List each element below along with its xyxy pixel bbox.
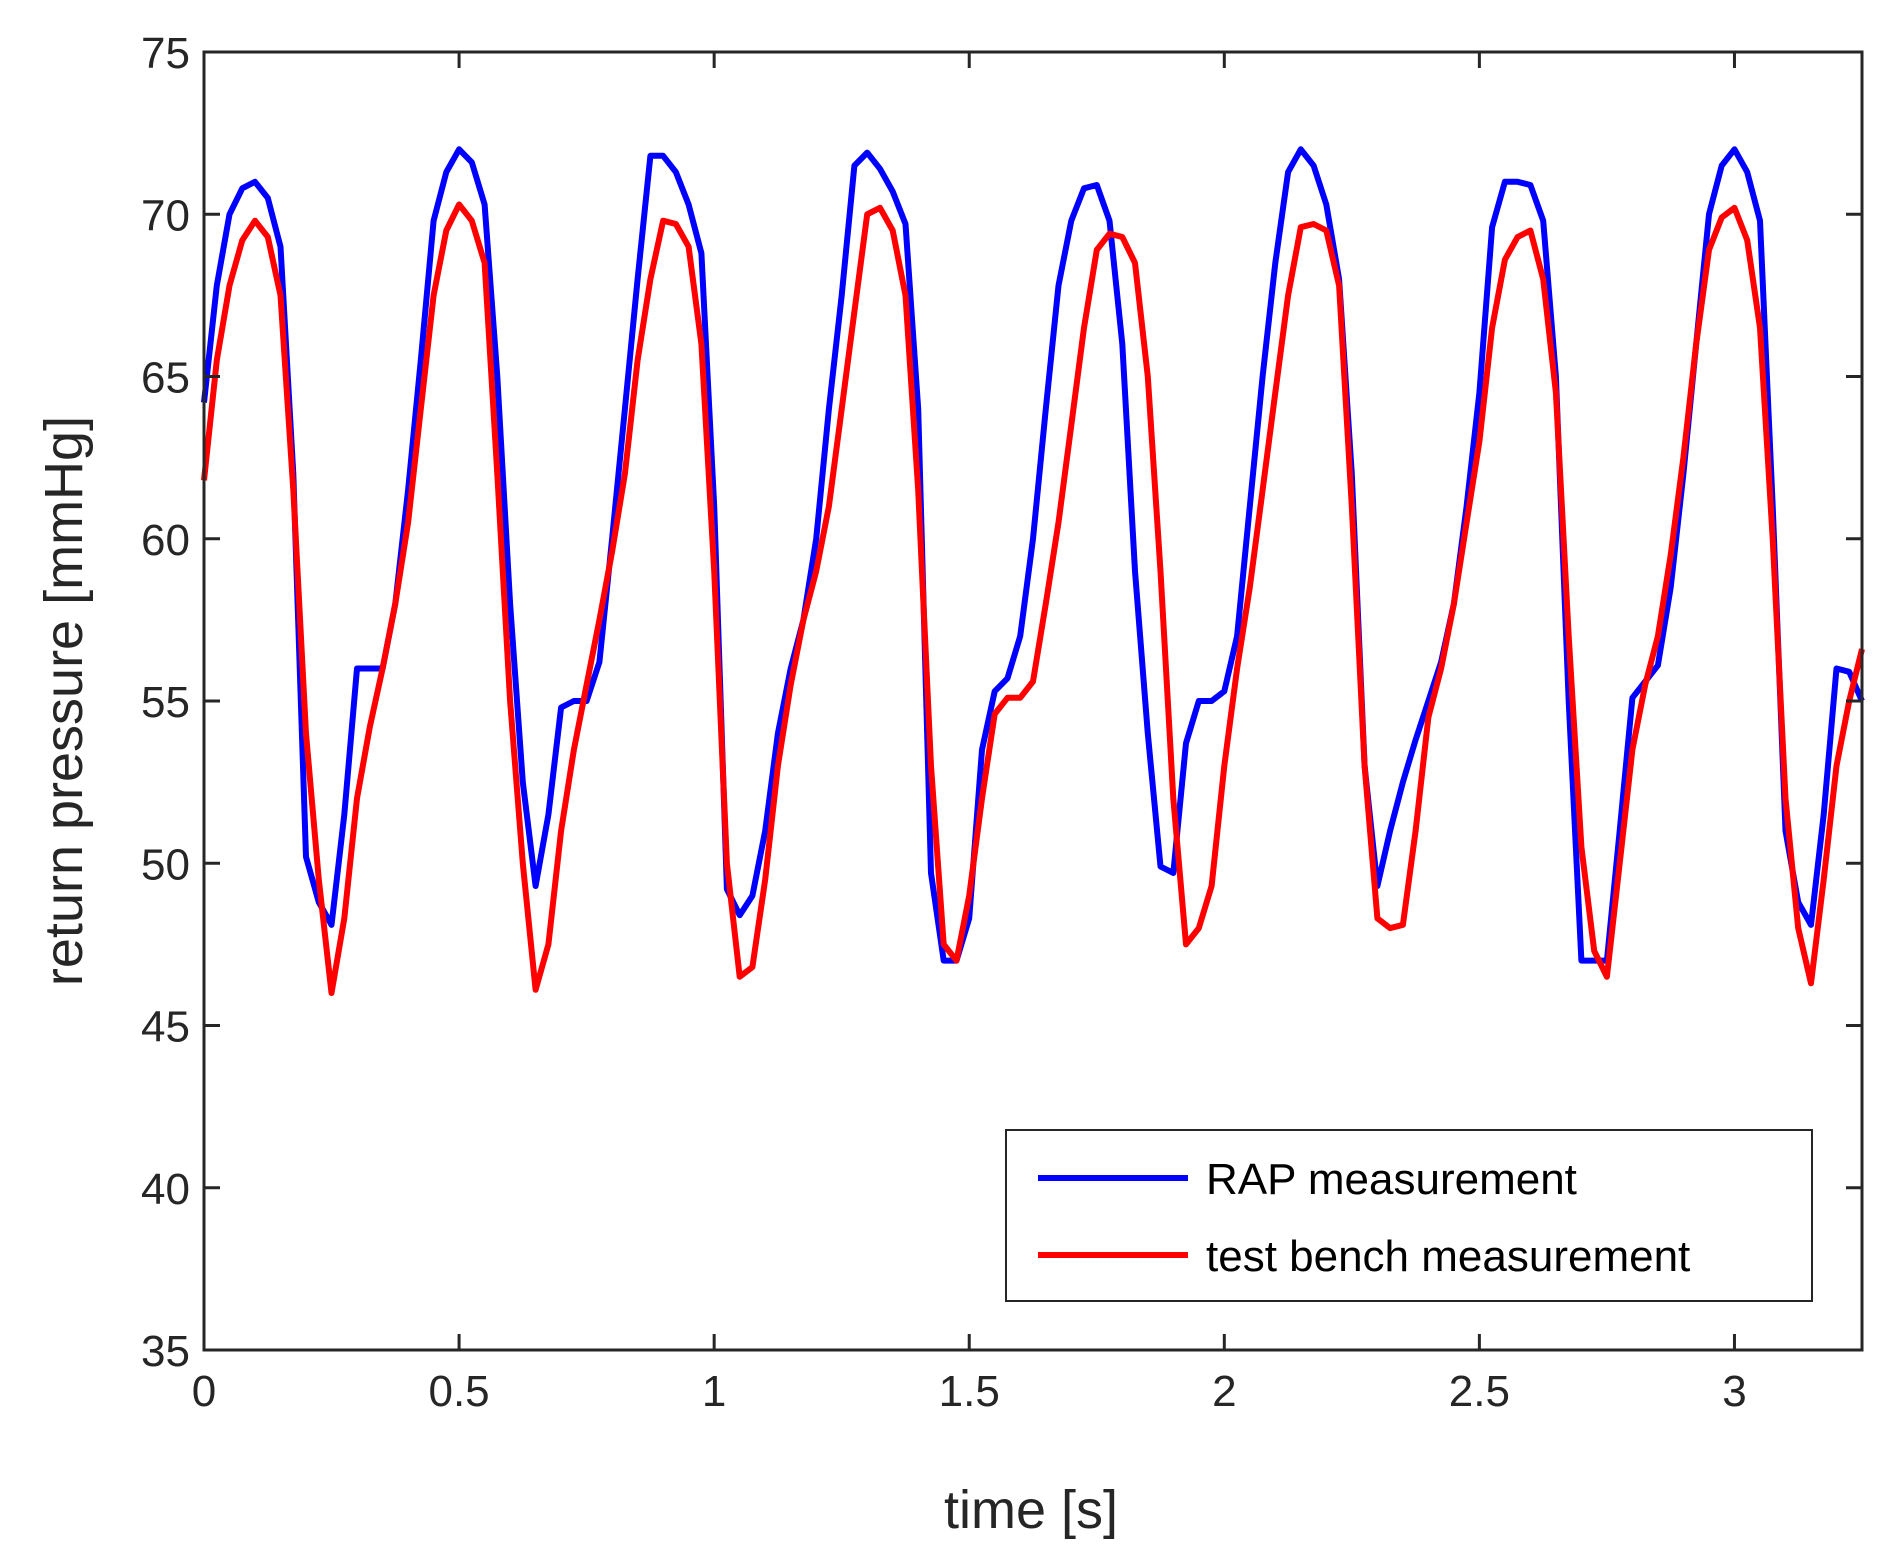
- y-tick-labels: 35 40 45 50 55 60 65 70 75: [141, 29, 190, 1376]
- legend-label-rap: RAP measurement: [1206, 1155, 1577, 1204]
- legend-box: [1005, 1129, 1813, 1302]
- y-tick-label: 70: [141, 191, 190, 240]
- axes-layer: [202, 50, 1864, 1352]
- legend-label-test-bench: test bench measurement: [1206, 1232, 1690, 1281]
- series-line-rap: [201, 146, 1865, 964]
- y-tick-label: 40: [141, 1165, 190, 1214]
- x-tick-label: 1.5: [939, 1367, 1000, 1416]
- y-tick-label: 75: [141, 29, 190, 78]
- x-tick-labels: 0 0.5 1 1.5 2 2.5 3: [192, 1367, 1747, 1416]
- y-tick-label: 55: [141, 678, 190, 727]
- y-tick-label: 45: [141, 1003, 190, 1052]
- series-layer: [201, 146, 1865, 996]
- y-tick-label: 50: [141, 840, 190, 889]
- series-line-test-bench: [201, 201, 1865, 996]
- x-tick-label: 3: [1722, 1367, 1746, 1416]
- y-tick-label: 65: [141, 354, 190, 403]
- x-tick-label: 0.5: [428, 1367, 489, 1416]
- y-tick-label: 60: [141, 516, 190, 565]
- x-tick-label: 2.5: [1449, 1367, 1510, 1416]
- y-axis-label: return pressure [mmHg]: [34, 416, 94, 986]
- x-tick-label: 0: [192, 1367, 216, 1416]
- x-axis-label: time [s]: [944, 1480, 1118, 1540]
- y-tick-label: 35: [141, 1327, 190, 1376]
- legend: RAP measurement test bench measurement: [1005, 1129, 1813, 1302]
- x-tick-label: 2: [1212, 1367, 1236, 1416]
- x-tick-label: 1: [702, 1367, 726, 1416]
